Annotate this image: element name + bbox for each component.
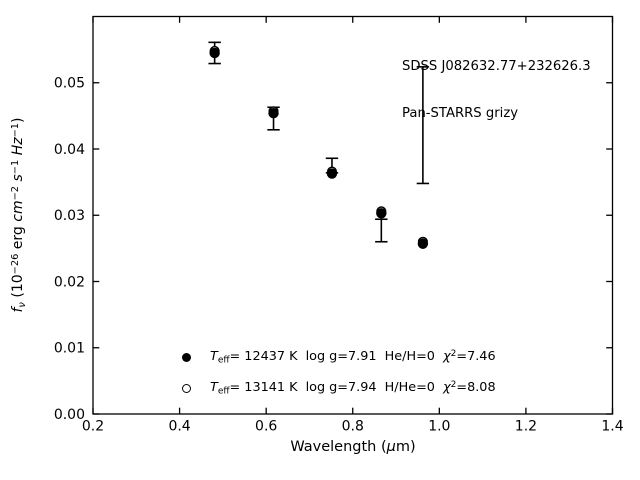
source-annotation: SDSS J082632.77+232626.3 Pan-STARRS griz… <box>402 27 591 153</box>
y-tick-label: 0.01 <box>54 341 85 357</box>
x-tick-label: 1.4 <box>601 419 623 435</box>
x-axis-label: Wavelength (μm) <box>93 439 613 455</box>
ylabel-f: f <box>10 307 27 313</box>
x-tick-label: 0.2 <box>82 419 104 435</box>
legend-label-model-2: Teff= 13141 K log g=7.94 H/He=0 χ2=8.08 <box>210 380 496 397</box>
marker-filled-i <box>326 168 338 179</box>
marker-filled-r <box>268 108 279 119</box>
xlabel-close: m) <box>395 439 416 455</box>
x-tick-label: 0.4 <box>168 419 190 435</box>
ylabel-nu: ν <box>17 302 29 308</box>
legend: Teff= 12437 K log g=7.91 He/H=0 χ2=7.46 … <box>180 342 496 404</box>
open-circle-icon <box>181 384 191 393</box>
y-tick-label: 0.03 <box>54 208 85 224</box>
filled-circle-icon <box>181 353 191 362</box>
xlabel-mu: μ <box>386 439 396 455</box>
x-tick-label: 0.6 <box>255 419 277 435</box>
legend-entry-model-1: Teff= 12437 K log g=7.91 He/H=0 χ2=7.46 <box>180 342 496 373</box>
xlabel-text: Wavelength ( <box>290 439 387 455</box>
y-tick-label: 0.00 <box>54 407 85 423</box>
marker-filled-g <box>209 47 220 59</box>
x-tick-label: 1.2 <box>515 419 537 435</box>
x-tick-label: 1.0 <box>428 419 450 435</box>
marker-filled-z <box>376 208 387 219</box>
legend-entry-model-2: Teff= 13141 K log g=7.94 H/He=0 χ2=8.08 <box>180 373 496 404</box>
legend-label-model-1: Teff= 12437 K log g=7.91 He/H=0 χ2=7.46 <box>210 349 496 366</box>
annotation-object-id: SDSS J082632.77+232626.3 <box>402 58 591 74</box>
marker-filled-y <box>417 238 429 249</box>
annotation-survey: Pan-STARRS grizy <box>402 105 519 121</box>
y-tick-label: 0.05 <box>54 76 85 92</box>
y-tick-label: 0.04 <box>54 142 85 158</box>
y-tick-label: 0.02 <box>54 274 85 290</box>
y-axis-label: fν (10−26 erg cm−2 s−1 Hz−1) <box>9 117 29 313</box>
x-tick-label: 0.8 <box>342 419 364 435</box>
